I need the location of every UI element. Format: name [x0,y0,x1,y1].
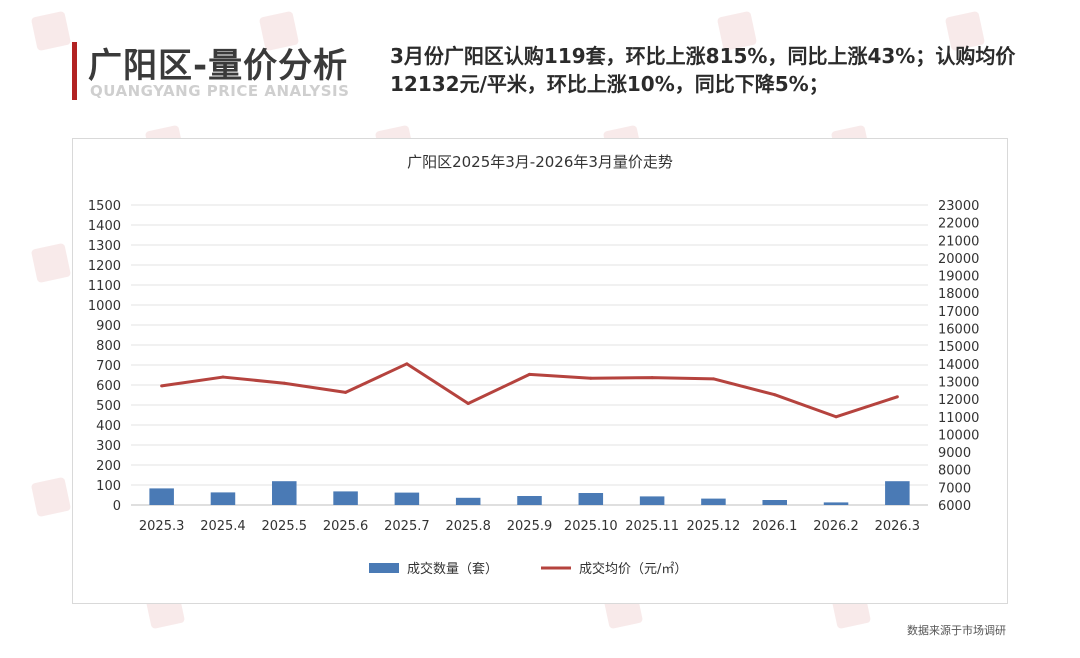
y-right-tick-label: 10000 [938,428,979,443]
x-tick-label: 2026.2 [813,519,859,534]
y-left-tick-label: 200 [96,459,121,474]
bar [701,498,726,505]
watermark [30,10,72,52]
y-left-tick-label: 800 [96,339,121,354]
y-left-tick-label: 1300 [88,239,121,254]
x-tick-label: 2025.3 [139,519,185,534]
source-note: 数据来源于市场调研 [907,624,1006,637]
y-left-tick-label: 1000 [88,299,121,314]
x-tick-label: 2026.1 [752,519,798,534]
page-subtitle: QUANGYANG PRICE ANALYSIS [90,82,350,100]
y-left-tick-label: 700 [96,359,121,374]
y-right-tick-label: 12000 [938,393,979,408]
y-left-tick-label: 100 [96,479,121,494]
y-left-tick-label: 900 [96,319,121,334]
price-line [161,362,898,419]
bar [333,491,358,505]
x-axis: 2025.3 2025.4 2025.5 2025.6 2025.7 2025.8 2025… [139,519,920,534]
y-left-tick-label: 0 [113,499,121,514]
chart-container: 广阳区2025年3月-2026年3月量价走势 0 100 200 300 400 500 6… [72,138,1008,604]
bar [823,502,849,505]
title-accent-bar [72,42,77,100]
line-point [282,381,286,385]
x-tick-label: 2025.7 [384,519,430,534]
y-left-tick-label: 1500 [88,199,121,214]
watermark [30,476,72,518]
bar [210,492,236,505]
bar [578,493,604,505]
line-point [773,393,777,397]
legend-bar-label: 成交数量（套） [407,561,498,577]
bar [885,481,910,505]
line-point [650,376,654,380]
bar [272,481,297,505]
y-right-tick-label: 21000 [938,234,979,249]
bar [394,492,420,505]
bar [762,500,787,505]
y-right-tick-label: 22000 [938,217,979,232]
x-tick-label: 2025.5 [262,519,308,534]
y-axis-left: 0 100 200 300 400 500 600 700 800 900 1000 1100 1200… [88,199,121,514]
y-right-tick-label: 13000 [938,375,979,390]
line-point [466,402,470,406]
y-right-tick-label: 9000 [938,446,971,461]
y-right-tick-label: 23000 [938,199,979,214]
chart-title: 广阳区2025年3月-2026年3月量价走势 [407,153,673,171]
page-title: 广阳区-量价分析 [88,46,349,86]
bar [149,488,174,505]
line-point [344,390,348,394]
summary-text: 3月份广阳区认购119套，环比上涨815%，同比上涨43%；认购均价12132元… [390,44,1016,96]
legend-line-label: 成交均价（元/㎡） [579,561,687,577]
x-tick-label: 2025.10 [564,519,618,534]
y-right-tick-label: 7000 [938,481,971,496]
x-tick-label: 2026.3 [875,519,921,534]
y-left-tick-label: 1400 [88,219,121,234]
y-right-tick-label: 18000 [938,287,979,302]
y-left-tick-label: 1100 [88,279,121,294]
y-right-tick-label: 19000 [938,270,979,285]
y-axis-right: 6000 7000 8000 9000 10000 11000 12000 13000 1400… [938,199,979,514]
x-tick-label: 2025.8 [445,519,491,534]
bar [455,497,481,505]
legend-bar-swatch [369,563,399,573]
line-point [589,376,593,380]
x-tick-label: 2025.9 [507,519,553,534]
line-point [221,375,225,379]
x-tick-label: 2025.12 [687,519,741,534]
y-right-tick-label: 6000 [938,499,971,514]
y-left-tick-label: 1200 [88,259,121,274]
y-left-tick-label: 300 [96,439,121,454]
x-tick-label: 2025.11 [625,519,679,534]
watermark [30,242,72,284]
y-left-tick-label: 400 [96,419,121,434]
bar [517,496,542,505]
y-right-tick-label: 17000 [938,305,979,320]
y-right-tick-label: 20000 [938,252,979,267]
volume-price-chart: 广阳区2025年3月-2026年3月量价走势 0 100 200 300 400 500 6… [88,153,979,577]
line-series [160,362,899,419]
x-tick-label: 2025.4 [200,519,246,534]
line-point [405,362,409,366]
y-right-tick-label: 8000 [938,464,971,479]
gridlines [131,204,928,506]
line-point [895,395,899,399]
y-right-tick-label: 15000 [938,340,979,355]
y-right-tick-label: 11000 [938,411,979,426]
x-tick-label: 2025.6 [323,519,369,534]
y-right-tick-label: 14000 [938,358,979,373]
legend: 成交数量（套） 成交均价（元/㎡） [369,561,687,577]
line-point [711,377,715,381]
y-left-tick-label: 600 [96,379,121,394]
y-left-tick-label: 500 [96,399,121,414]
bar [639,496,665,505]
y-right-tick-label: 16000 [938,323,979,338]
bar-series [149,481,910,505]
line-point [528,372,531,376]
line-point [160,384,164,388]
line-point [834,415,838,419]
